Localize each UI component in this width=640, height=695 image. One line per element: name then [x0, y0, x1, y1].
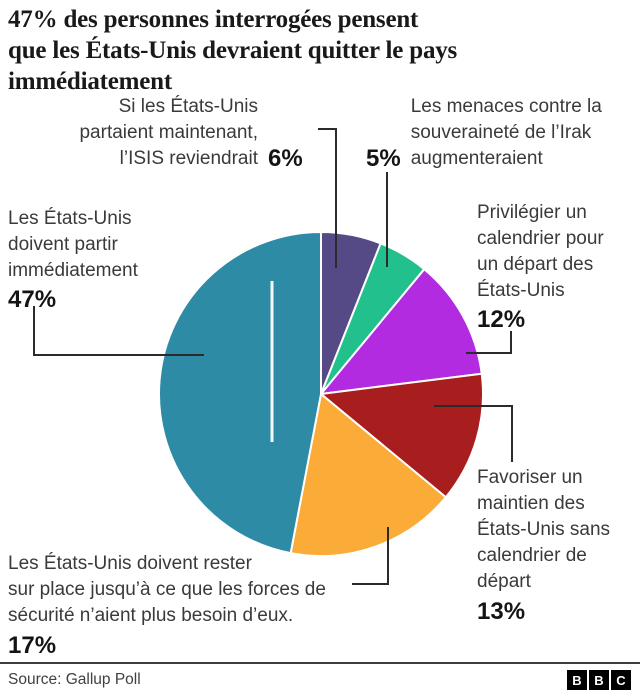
label-isis-text: Si les États-Unis partaient maintenant, … — [62, 94, 258, 172]
chart-title-line: 47% des personnes interrogées pensent — [8, 6, 419, 33]
label-line: États-Unis sans — [477, 519, 611, 540]
label-line: Les États-Unis doivent rester — [8, 553, 252, 574]
label-line: calendrier de — [477, 545, 587, 566]
label-line: départ — [477, 571, 531, 592]
callout-line-17pct — [352, 527, 389, 585]
pie-slice-17pct — [289, 393, 447, 557]
label-line: doivent partir — [8, 234, 118, 255]
label-line: États-Unis — [477, 280, 565, 301]
label-line: l’ISIS reviendrait — [119, 148, 258, 169]
label-sovereignty-threats: 5% Les menaces contre la souveraineté de… — [366, 94, 602, 172]
label-leave-immediately: Les États-Unis doivent partir immédiatem… — [8, 206, 138, 313]
label-line: immédiatement — [8, 260, 138, 281]
chart-title: 47% des personnes interrogées pensent qu… — [8, 4, 457, 97]
label-departure-timetable: Privilégier un calendrier pour un départ… — [477, 200, 604, 333]
label-line: sécurité n’aient plus besoin d’eux. — [8, 605, 294, 626]
label-line: Privilégier un — [477, 202, 587, 223]
bbc-logo-block: B — [589, 670, 609, 690]
source-credit: Source: Gallup Poll — [8, 671, 141, 688]
footer-divider — [0, 662, 640, 664]
pie-slice-47pct — [158, 231, 322, 555]
label-line: Les États-Unis — [8, 208, 132, 229]
pie-slice-12pct — [320, 268, 483, 395]
value-departure-timetable: 12% — [477, 306, 526, 333]
label-line: Favoriser un — [477, 467, 583, 488]
label-stay-until-ready: Les États-Unis doivent rester sur place … — [8, 551, 326, 659]
value-stay-until-ready: 17% — [8, 632, 57, 659]
label-sovereignty-text: Les menaces contre la souveraineté de l’… — [411, 94, 602, 172]
chart-title-line: que les États-Unis devraient quitter le … — [8, 37, 458, 64]
label-line: calendrier pour — [477, 228, 604, 249]
callout-line-6pct — [318, 128, 337, 268]
chart-title-line: immédiatement — [8, 68, 173, 95]
value-sovereignty-threats: 5% — [366, 145, 401, 172]
value-isis-return: 6% — [268, 145, 303, 172]
bbc-logo-block: B — [567, 670, 587, 690]
pie-slices — [158, 231, 484, 557]
label-line: partaient maintenant, — [79, 122, 258, 143]
callout-line-12pct — [466, 331, 512, 354]
label-line: souveraineté de l’Irak — [410, 122, 592, 143]
bbc-logo-block: C — [611, 670, 631, 690]
label-line: un départ des — [477, 254, 594, 275]
label-line: augmenteraient — [410, 148, 543, 169]
label-line: Les menaces contre la — [410, 96, 602, 117]
label-line: Si les États-Unis — [118, 96, 258, 117]
label-stay-no-timetable: Favoriser un maintien des États-Unis san… — [477, 465, 610, 625]
pie-slice-13pct — [320, 372, 484, 499]
value-stay-no-timetable: 13% — [477, 598, 526, 625]
label-isis-return: Si les États-Unis partaient maintenant, … — [62, 94, 303, 172]
label-line: sur place jusqu’à ce que les forces de — [8, 579, 326, 600]
label-line: maintien des — [477, 493, 585, 514]
callout-line-13pct — [434, 405, 513, 462]
value-leave-immediately: 47% — [8, 286, 57, 313]
callout-line-47pct — [33, 306, 204, 356]
bbc-logo: B B C — [567, 670, 631, 690]
